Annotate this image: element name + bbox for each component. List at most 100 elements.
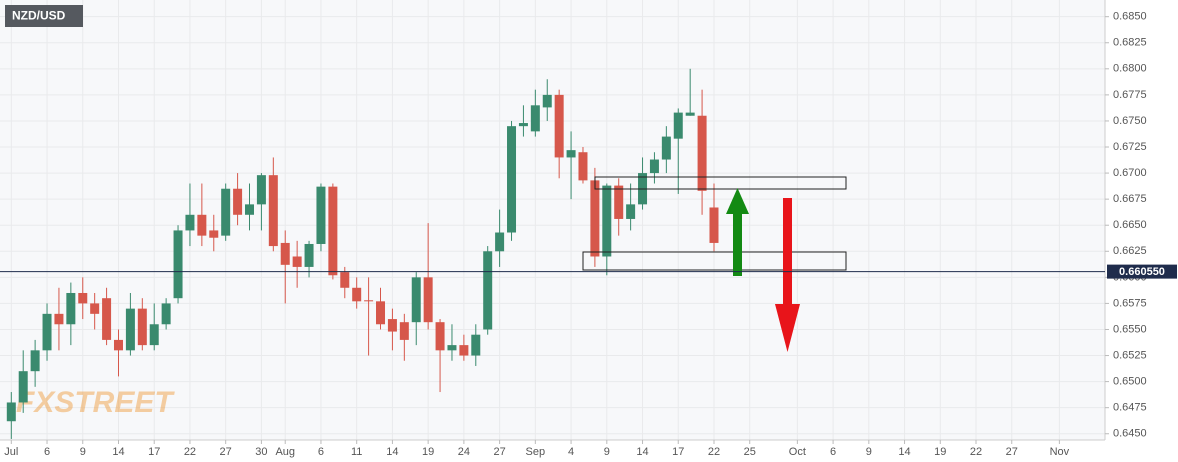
candle-body [54,313,64,325]
watermark: FXSTREET [16,386,175,419]
candle-body [602,185,612,257]
y-tick-label: 0.6525 [1113,349,1147,361]
x-tick-label: 19 [422,446,434,458]
y-tick-label: 0.6700 [1113,167,1147,179]
candle-body [507,126,517,233]
candle-body [614,185,624,219]
x-tick-label: 9 [866,446,872,458]
x-tick-label: 30 [255,446,267,458]
y-tick-label: 0.6725 [1113,141,1147,153]
candle-body [161,303,171,325]
resistance-zone [594,176,847,190]
x-tick-label: 22 [708,446,720,458]
x-tick-label: 14 [386,446,398,458]
candle-body [554,94,564,158]
candle-body [18,371,28,403]
chart-title: NZD/USD [12,9,66,23]
x-tick-label: 17 [672,446,684,458]
candles [6,68,719,439]
candle-body [352,287,362,302]
candle-body [423,277,433,323]
candle-body [268,175,278,247]
candle-body [661,136,671,160]
y-tick-label: 0.6550 [1113,323,1147,335]
y-tick-label: 0.6475 [1113,402,1147,414]
candle-body [233,188,243,215]
x-tick-label: 6 [318,446,324,458]
y-tick-label: 0.6650 [1113,219,1147,231]
candle-body [471,334,481,356]
candle-body [245,204,254,215]
candle-body [78,292,88,304]
candle-body [459,345,469,356]
candle-body [399,322,409,340]
price-axis [1105,0,1178,462]
candle-body [125,308,135,351]
candle-body [6,402,16,422]
x-tick-label: 9 [80,446,86,458]
x-tick-label: Oct [789,446,806,458]
symbol-box [5,5,83,27]
up-arrow [726,188,749,276]
x-tick-label: 11 [351,446,362,458]
candle-body [530,105,540,132]
y-tick-label: 0.6450 [1113,428,1147,440]
candle-body [566,150,576,158]
x-tick-label: 22 [970,446,982,458]
candle-body [673,112,683,139]
candle-body [173,230,183,299]
x-tick-label: Nov [1050,446,1070,458]
last-price-box [1107,264,1177,279]
y-tick-label: 0.6500 [1113,376,1147,388]
candle-body [542,94,552,108]
y-tick-label: 0.6675 [1113,193,1147,205]
candle-body [42,313,52,351]
candle-body [197,214,207,236]
candle-body [328,186,338,276]
candle-body [649,159,659,174]
down-arrow [775,198,800,352]
candle-body [185,214,195,231]
x-tick-label: 14 [898,446,910,458]
candle-body [280,242,290,265]
candle-body [709,207,719,243]
candle-body [685,112,695,116]
candle-body [495,232,505,252]
x-tick-label: 14 [636,446,648,458]
candle-body [316,186,326,244]
x-tick-label: Jul [4,446,18,458]
plot-background [0,0,1105,440]
candle-body [697,115,707,191]
x-tick-label: 4 [568,446,574,458]
x-tick-label: Sep [526,446,546,458]
candle-body [149,324,159,346]
candle-body [30,350,40,372]
candle-body [626,204,636,219]
candle-body [292,256,302,267]
candle-body [102,298,112,340]
y-tick-label: 0.6575 [1113,297,1147,309]
x-tick-label: 22 [184,446,196,458]
x-tick-label: 14 [112,446,124,458]
candle-body [518,123,528,127]
candle-body [387,319,397,332]
candle-body [256,175,266,205]
candle-body [209,230,219,238]
candle-body [447,345,457,351]
x-tick-label: 27 [1006,446,1018,458]
candle-body [590,180,600,257]
last-price-label: 0.660550 [1119,266,1165,278]
candle-body [376,301,386,325]
y-tick-label: 0.6850 [1113,11,1147,23]
candle-body [435,322,445,351]
candle-body [90,303,100,314]
y-tick-label: 0.6750 [1113,115,1147,127]
y-tick-label: 0.6800 [1113,63,1147,75]
y-tick-label: 0.6775 [1113,89,1147,101]
x-tick-label: 27 [493,446,505,458]
candle-body [364,300,374,302]
support-zone [582,251,847,271]
x-tick-label: 9 [604,446,610,458]
